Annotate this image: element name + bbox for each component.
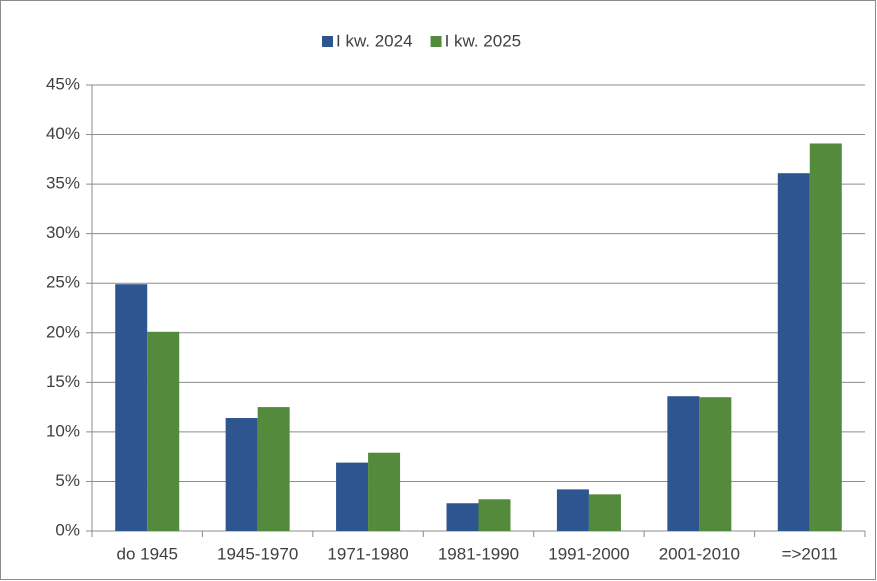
legend-swatch (322, 36, 333, 47)
x-tick-label: =>2011 (782, 544, 838, 563)
y-tick-label: 10% (46, 421, 80, 440)
bar (225, 418, 258, 531)
bar (667, 396, 700, 531)
bar (336, 462, 369, 531)
y-tick-label: 0% (55, 520, 80, 539)
bar (777, 173, 810, 531)
x-tick-label: 1991-2000 (548, 544, 629, 563)
x-tick-label: 1971-1980 (327, 544, 408, 563)
y-tick-label: 15% (46, 372, 80, 391)
y-tick-label: 45% (46, 74, 80, 93)
y-tick-label: 35% (46, 174, 80, 193)
legend-label: I kw. 2025 (445, 31, 522, 50)
x-tick-label: 2001-2010 (659, 544, 740, 563)
legend-swatch (430, 36, 442, 47)
bar (699, 397, 732, 531)
bar (115, 284, 148, 531)
bar (147, 331, 180, 531)
bar (588, 494, 621, 531)
bar (478, 499, 511, 531)
x-tick-label: do 1945 (116, 544, 177, 563)
bar (257, 407, 290, 531)
y-tick-label: 25% (46, 273, 80, 292)
y-tick-label: 30% (46, 223, 80, 242)
bar (446, 503, 479, 531)
bar (809, 143, 842, 531)
y-tick-label: 40% (46, 124, 80, 143)
y-tick-label: 20% (46, 322, 80, 341)
bar (556, 489, 589, 531)
legend-label: I kw. 2024 (336, 31, 413, 50)
y-tick-label: 5% (55, 471, 80, 490)
x-tick-label: 1945-1970 (217, 544, 298, 563)
x-tick-label: 1981-1990 (438, 544, 519, 563)
bar (368, 452, 401, 531)
